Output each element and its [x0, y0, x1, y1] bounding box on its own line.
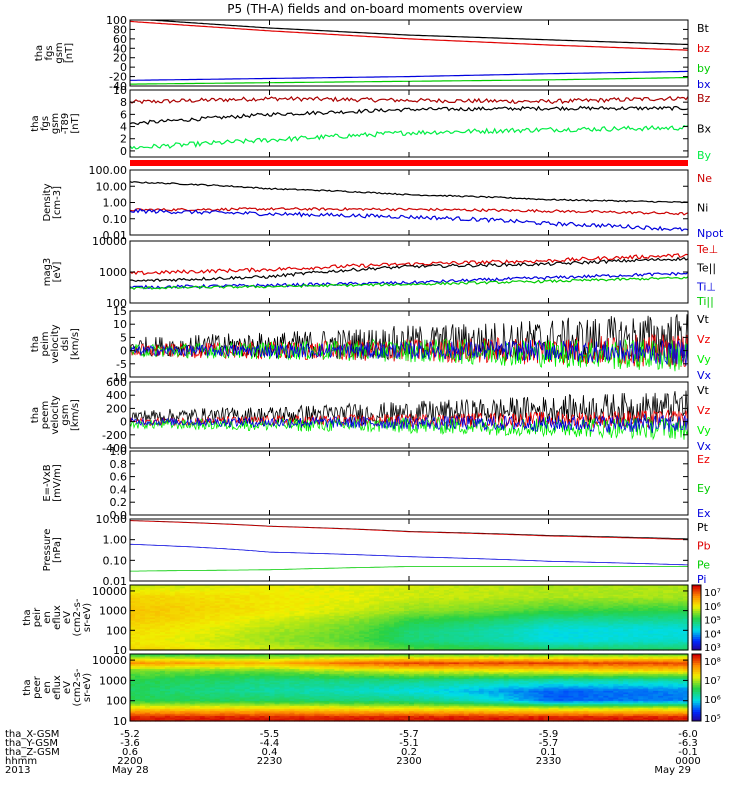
y-tick-label: -5 [116, 358, 127, 371]
series-line-By [130, 126, 688, 149]
y-tick-label: 0.4 [110, 483, 128, 496]
y-tick-label: 0.6 [110, 471, 128, 484]
y-tick-label: 8 [120, 96, 127, 109]
y-tick-label: 15 [113, 305, 127, 318]
legend-label: Ey [697, 482, 711, 495]
legend-label: bz [697, 42, 710, 55]
legend-label: Ne [697, 172, 712, 185]
colorbar-label: 10⁶ [704, 602, 721, 613]
legend-label: Ez [697, 453, 710, 466]
y-tick-label: 10 [113, 84, 127, 97]
y-tick-label: 1.00 [103, 197, 128, 210]
legend-label: by [697, 62, 711, 75]
y-tick-label: 1000 [99, 605, 127, 618]
legend-label: Vz [697, 404, 711, 417]
y-tick-label: 2 [120, 133, 127, 146]
series-line-Te⊥ [130, 254, 688, 275]
y-tick-label: 6 [120, 108, 127, 121]
y-tick-label: 0 [120, 345, 127, 358]
y-axis-label: sr-eV) [82, 603, 93, 632]
legend-label: Vy [697, 424, 711, 437]
figure-title: P5 (TH-A) fields and on-board moments ov… [227, 2, 523, 16]
y-tick-label: 0.10 [103, 554, 128, 567]
y-tick-label: 1.0 [110, 445, 128, 458]
y-axis-label: [nPa] [52, 537, 63, 563]
series-line-Bx [130, 107, 688, 125]
legend-label: Vx [697, 440, 712, 453]
y-tick-label: 10000 [92, 585, 127, 598]
y-axis-label: [nT] [64, 43, 75, 63]
legend-label: bx [697, 78, 711, 91]
series-line-Bz [130, 97, 688, 104]
status-bar [130, 160, 688, 166]
y-tick-label: 1.00 [103, 534, 128, 547]
series-line-Ni [130, 182, 688, 203]
series-line-bz [130, 21, 688, 50]
colorbar-label: 10⁴ [704, 629, 721, 640]
legend-label: By [697, 149, 712, 162]
legend-label: Te|| [696, 262, 716, 275]
y-axis-label: [eV] [52, 262, 63, 283]
y-axis-label: [mV/m] [52, 464, 63, 502]
colorbar-label: 10⁷ [704, 588, 721, 599]
y-tick-label: 0.10 [103, 213, 128, 226]
y-tick-label: 0 [120, 416, 127, 429]
panel-frame [130, 241, 688, 303]
legend-label: Pi [697, 573, 706, 586]
colorbar-label: 10³ [704, 643, 721, 654]
y-axis-label: [cm-3] [52, 186, 63, 219]
y-tick-label: 1000 [99, 266, 127, 279]
y-tick-label: 600 [106, 376, 127, 389]
y-tick-label: 200 [106, 402, 127, 415]
y-tick-label: 0.8 [110, 458, 128, 471]
series-line-Npot [130, 209, 688, 231]
series-line-Te|| [130, 258, 688, 282]
y-tick-label: 10000 [92, 235, 127, 248]
y-tick-label: 0.2 [110, 496, 128, 509]
colorbar-label: 10⁵ [704, 616, 721, 627]
legend-label: Ti⊥ [696, 280, 716, 293]
legend-label: Vx [697, 369, 712, 382]
y-tick-label: 10.00 [96, 180, 128, 193]
legend-label: Ti|| [696, 295, 714, 308]
y-tick-label: 10 [113, 318, 127, 331]
y-axis-label: [km/s] [70, 328, 81, 360]
legend-label: Te⊥ [696, 243, 718, 256]
legend-label: Vy [697, 353, 711, 366]
y-axis-label: [km/s] [70, 399, 81, 431]
panel-frame [130, 519, 688, 581]
series-line-Pi [130, 544, 688, 565]
panel-frame [130, 170, 688, 235]
legend-label: Ni [697, 202, 708, 215]
panel-frame [130, 382, 688, 448]
y-tick-label: 100.00 [89, 164, 128, 177]
legend-label: Pe [697, 558, 710, 571]
y-tick-label: -200 [102, 429, 127, 442]
panel-frame [130, 90, 688, 157]
legend-label: Npot [697, 227, 724, 240]
legend-label: Vt [697, 313, 710, 326]
y-tick-label: 0 [120, 145, 127, 158]
panel-frame [130, 451, 688, 515]
series-line-Pe [130, 567, 688, 572]
y-tick-label: 5 [120, 331, 127, 344]
legend-label: Bt [697, 22, 710, 35]
y-tick-label: 100 [106, 624, 127, 637]
y-tick-label: 4 [120, 121, 127, 134]
legend-label: Pt [697, 521, 709, 534]
y-axis-label: [nT] [70, 113, 81, 133]
legend-label: Bx [697, 123, 712, 136]
legend-label: Bz [697, 92, 711, 105]
y-tick-label: 10.00 [96, 513, 128, 526]
legend-label: Ex [697, 507, 711, 520]
legend-label: Vz [697, 333, 711, 346]
legend-label: Pb [697, 540, 711, 553]
y-tick-label: 400 [106, 389, 127, 402]
legend-label: Vt [697, 384, 710, 397]
